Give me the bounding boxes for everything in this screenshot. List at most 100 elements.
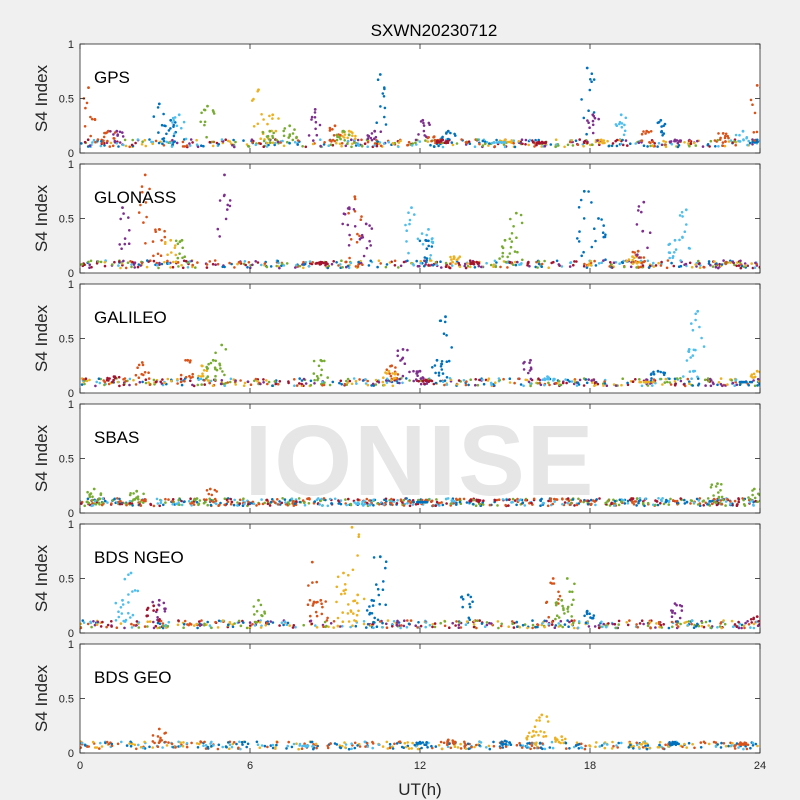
data-point [736,503,739,506]
data-point [565,577,569,580]
data-point [568,620,571,624]
data-point [171,265,175,269]
data-point [177,740,180,744]
data-point [535,141,539,145]
data-point [466,742,470,746]
data-point [437,744,441,747]
data-point [463,740,466,744]
data-point [184,137,188,141]
data-point [596,139,599,142]
data-point [211,262,215,266]
data-point [179,373,183,377]
data-point [307,502,311,505]
data-point [587,109,590,112]
data-point [116,742,120,746]
data-point [200,111,203,115]
data-point [462,379,466,382]
data-point [221,745,224,749]
data-point [347,573,350,577]
data-point [494,381,497,385]
data-point [205,135,208,139]
data-point [221,370,224,373]
data-point [640,619,644,622]
data-point [331,380,335,384]
data-point [632,503,636,506]
data-point [259,382,262,386]
data-point [475,260,479,264]
data-point [255,740,259,744]
data-point [537,377,540,381]
data-point [638,497,642,500]
data-point [243,381,247,385]
data-point [80,262,84,266]
data-point [183,619,187,623]
data-point [545,715,549,718]
data-point [561,381,565,385]
data-point [465,501,469,504]
data-point [373,142,377,145]
data-point [100,503,104,507]
data-point [406,619,409,622]
data-point [657,745,661,749]
data-point [401,374,405,378]
data-point [177,619,180,622]
data-point [683,498,686,502]
data-point [184,259,188,263]
data-point [431,237,434,240]
data-point [724,500,728,503]
data-point [162,601,166,605]
data-point [625,260,628,263]
data-point [589,498,593,502]
data-point [247,144,250,148]
data-point [361,263,364,267]
data-point [685,501,689,504]
data-point [132,378,135,382]
data-point [430,744,433,748]
data-point [316,378,319,382]
data-point [455,142,459,145]
data-point [422,129,426,133]
data-point [182,259,186,263]
data-point [322,261,326,265]
data-point [118,130,122,134]
data-point [752,379,755,382]
data-point [278,503,282,506]
data-point [390,497,393,501]
data-point [656,369,660,373]
data-point [642,622,645,626]
data-point [651,140,655,143]
data-point [313,108,317,111]
data-point [80,142,83,145]
y-axis-label: S4 Index [32,184,51,252]
data-point [254,377,258,381]
data-point [393,264,397,267]
data-point [360,215,363,218]
data-point [425,741,429,744]
data-point [411,503,415,506]
data-point [122,143,125,147]
data-point [321,380,324,384]
data-point [314,742,318,746]
data-point [752,503,755,507]
data-point [143,740,146,744]
data-point [391,384,395,388]
data-point [238,740,241,744]
data-point [328,129,332,132]
data-point [560,735,564,738]
data-point [123,138,127,142]
data-point [357,535,361,539]
data-point [495,261,498,264]
data-point [493,498,497,502]
data-point [674,248,678,251]
data-point [362,622,366,626]
data-point [156,745,160,748]
data-point [600,744,604,747]
data-point [698,504,702,508]
data-point [652,261,655,265]
data-point [710,483,714,487]
data-point [203,622,206,626]
y-tick-label: 1 [68,519,74,531]
data-point [124,144,128,148]
data-point [120,740,123,744]
